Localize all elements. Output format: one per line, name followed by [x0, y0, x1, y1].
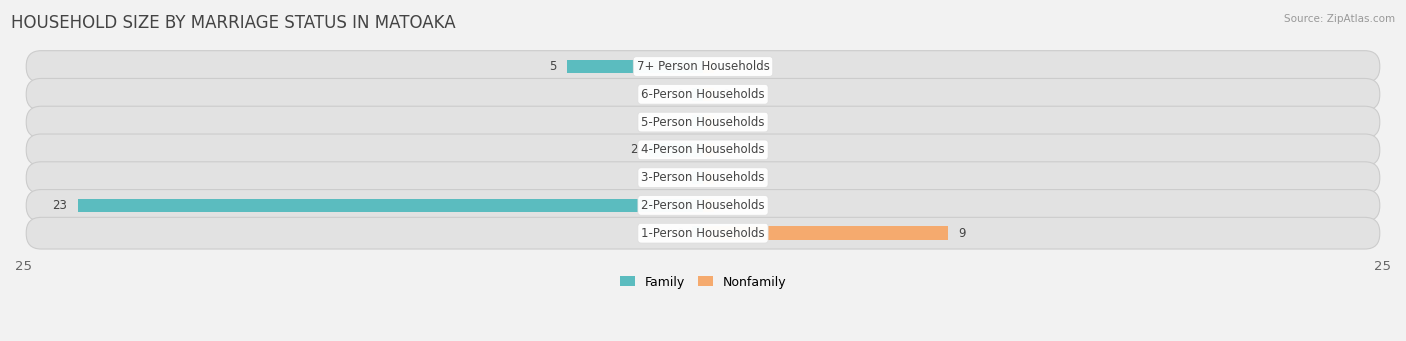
- Text: 0: 0: [723, 199, 730, 212]
- Bar: [648, 143, 703, 157]
- Text: 2: 2: [630, 143, 638, 157]
- Text: 2-Person Households: 2-Person Households: [641, 199, 765, 212]
- Text: 0: 0: [676, 171, 683, 184]
- Text: 0: 0: [723, 60, 730, 73]
- Bar: [703, 199, 714, 212]
- Bar: [692, 226, 703, 240]
- Text: 0: 0: [723, 116, 730, 129]
- FancyBboxPatch shape: [27, 162, 1379, 193]
- Bar: [567, 60, 703, 73]
- Text: 0: 0: [676, 116, 683, 129]
- Bar: [77, 199, 703, 212]
- Text: 1-Person Households: 1-Person Households: [641, 227, 765, 240]
- FancyBboxPatch shape: [27, 106, 1379, 138]
- Text: 3-Person Households: 3-Person Households: [641, 171, 765, 184]
- Text: 0: 0: [723, 143, 730, 157]
- FancyBboxPatch shape: [27, 78, 1379, 110]
- Bar: [692, 88, 703, 101]
- FancyBboxPatch shape: [27, 134, 1379, 166]
- Text: 23: 23: [52, 199, 67, 212]
- Bar: [703, 143, 714, 157]
- FancyBboxPatch shape: [27, 217, 1379, 249]
- Text: 0: 0: [676, 227, 683, 240]
- Legend: Family, Nonfamily: Family, Nonfamily: [614, 271, 792, 294]
- Text: Source: ZipAtlas.com: Source: ZipAtlas.com: [1284, 14, 1395, 24]
- Bar: [703, 171, 714, 184]
- Text: 5: 5: [548, 60, 557, 73]
- Bar: [703, 226, 948, 240]
- Bar: [703, 115, 714, 129]
- FancyBboxPatch shape: [27, 190, 1379, 221]
- Text: 7+ Person Households: 7+ Person Households: [637, 60, 769, 73]
- Text: HOUSEHOLD SIZE BY MARRIAGE STATUS IN MATOAKA: HOUSEHOLD SIZE BY MARRIAGE STATUS IN MAT…: [11, 14, 456, 32]
- FancyBboxPatch shape: [27, 51, 1379, 83]
- Text: 9: 9: [959, 227, 966, 240]
- Bar: [692, 171, 703, 184]
- Text: 4-Person Households: 4-Person Households: [641, 143, 765, 157]
- Text: 0: 0: [723, 88, 730, 101]
- Text: 0: 0: [676, 88, 683, 101]
- Bar: [703, 88, 714, 101]
- Bar: [692, 115, 703, 129]
- Text: 6-Person Households: 6-Person Households: [641, 88, 765, 101]
- Text: 0: 0: [723, 171, 730, 184]
- Bar: [703, 60, 714, 73]
- Text: 5-Person Households: 5-Person Households: [641, 116, 765, 129]
